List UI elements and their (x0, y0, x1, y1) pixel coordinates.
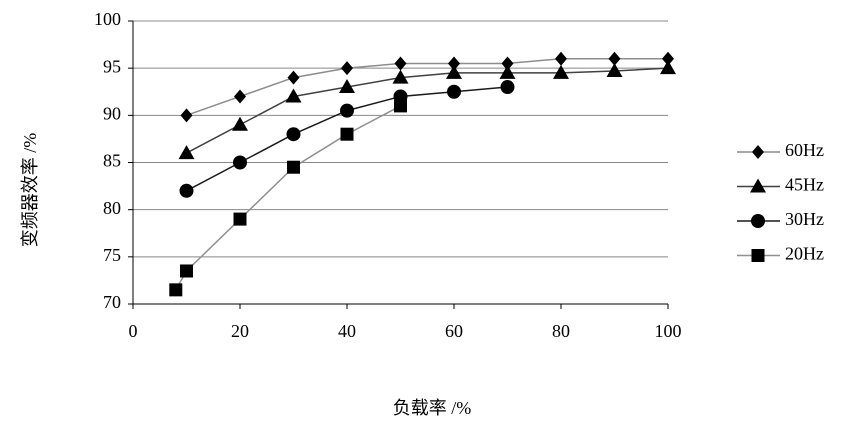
marker (555, 51, 567, 66)
marker (340, 127, 354, 141)
x-tick-label: 80 (552, 321, 570, 341)
marker (446, 64, 462, 79)
marker (180, 264, 193, 278)
marker (287, 160, 300, 174)
x-tick-label: 60 (445, 321, 463, 341)
series-line (186, 67, 669, 154)
marker (499, 64, 516, 79)
marker (447, 84, 461, 99)
legend-marker (752, 145, 764, 159)
legend-marker (751, 249, 765, 262)
y-tick-label: 70 (103, 292, 121, 312)
legend-marker (751, 214, 765, 228)
marker (286, 127, 301, 142)
marker (501, 56, 514, 71)
marker (448, 56, 460, 71)
legend-label: 60Hz (785, 140, 824, 160)
series-line (186, 57, 668, 117)
legend-label: 20Hz (785, 244, 824, 264)
marker (606, 62, 623, 77)
x-tick-label: 40 (338, 321, 356, 341)
x-axis-label: 负载率 /% (393, 398, 472, 418)
marker (394, 99, 407, 113)
y-tick-label: 75 (103, 245, 121, 265)
legend-label: 45Hz (785, 175, 824, 195)
marker (178, 145, 195, 160)
marker (179, 183, 194, 198)
marker (660, 60, 676, 75)
marker (341, 61, 353, 76)
marker (392, 69, 409, 84)
y-tick-label: 90 (103, 103, 121, 123)
y-tick-label: 95 (103, 56, 121, 76)
marker (553, 64, 569, 79)
marker (234, 89, 246, 104)
marker (340, 103, 354, 118)
marker (662, 51, 674, 66)
x-tick-label: 100 (655, 321, 682, 341)
legend-marker (750, 178, 766, 193)
marker (287, 70, 300, 85)
marker (500, 80, 515, 95)
marker (232, 116, 248, 131)
marker (233, 212, 247, 226)
x-tick-label: 20 (231, 321, 249, 341)
marker (339, 79, 355, 94)
y-tick-label: 85 (103, 151, 121, 171)
marker (285, 88, 302, 103)
y-tick-label: 80 (103, 198, 121, 218)
marker (608, 51, 621, 66)
marker (394, 56, 407, 71)
y-axis-label: 变频器效率 /% (20, 133, 40, 248)
marker (233, 155, 247, 170)
marker (180, 108, 193, 123)
y-tick-label: 100 (94, 9, 121, 29)
marker (169, 283, 183, 297)
x-tick-label: 0 (129, 321, 138, 341)
legend-label: 30Hz (785, 209, 824, 229)
